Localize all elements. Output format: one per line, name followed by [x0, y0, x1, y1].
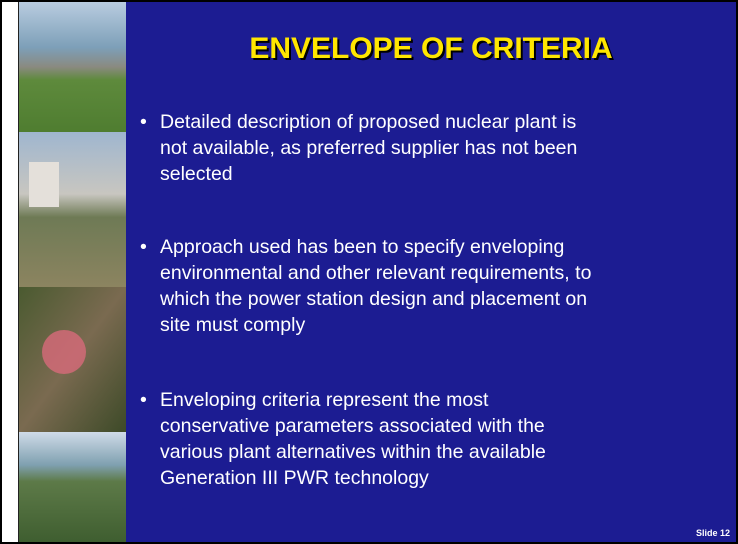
bullet-line: Approach used has been to specify envelo…	[160, 234, 591, 260]
photo-strip	[19, 2, 126, 542]
photo-coast	[19, 2, 126, 132]
bullet-line: site must comply	[160, 312, 591, 338]
bullet-marker: •	[140, 234, 147, 260]
bullet-line: which the power station design and place…	[160, 286, 591, 312]
photo-building	[29, 162, 59, 207]
bullet-line: environmental and other relevant require…	[160, 260, 591, 286]
bullet-line: conservative parameters associated with …	[160, 413, 546, 439]
bullet-line: Detailed description of proposed nuclear…	[160, 109, 577, 135]
bullet-line: Generation III PWR technology	[160, 465, 546, 491]
bullet-marker: •	[140, 109, 147, 135]
bullet-text: Approach used has been to specify envelo…	[160, 234, 591, 338]
bullet-line: not available, as preferred supplier has…	[160, 135, 577, 161]
slide: ENVELOPE OF CRITERIA • Detailed descripti…	[0, 0, 738, 544]
bullet-line: various plant alternatives within the av…	[160, 439, 546, 465]
bullet-marker: •	[140, 387, 147, 413]
photo-vegetation	[19, 432, 126, 542]
page: ENVELOPE OF CRITERIA • Detailed descripti…	[0, 0, 738, 544]
photo-blossom	[42, 330, 86, 374]
slide-number: Slide 12	[696, 528, 730, 538]
slide-margin	[2, 2, 19, 542]
bullet-text: Detailed description of proposed nuclear…	[160, 109, 577, 187]
photo-power-plant	[19, 132, 126, 287]
bullet-line: Enveloping criteria represent the most	[160, 387, 546, 413]
bullet-line: selected	[160, 161, 577, 187]
slide-title: ENVELOPE OF CRITERIA	[126, 32, 736, 66]
